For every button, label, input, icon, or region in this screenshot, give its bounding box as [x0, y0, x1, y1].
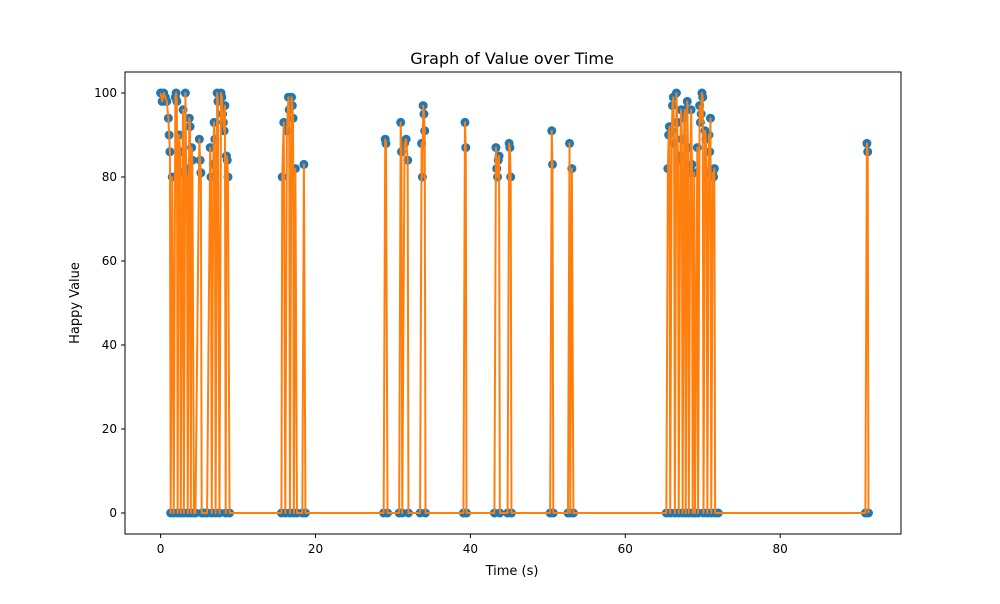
x-tick-label: 20	[308, 542, 323, 556]
x-tick-label: 60	[618, 542, 633, 556]
x-axis: 0 20 40 60 80	[157, 534, 788, 556]
y-tick-label: 60	[102, 254, 117, 268]
y-tick-label: 40	[102, 338, 117, 352]
x-axis-label: Time (s)	[485, 564, 539, 579]
x-tick-label: 0	[157, 542, 165, 556]
series-line	[159, 92, 870, 514]
x-tick-label: 80	[773, 542, 788, 556]
y-tick-label: 0	[109, 506, 117, 520]
y-tick-label: 20	[102, 422, 117, 436]
y-axis: 0 20 40 60 80 100	[94, 86, 125, 520]
y-tick-label: 100	[94, 86, 117, 100]
y-tick-label: 80	[102, 170, 117, 184]
chart-title: Graph of Value over Time	[410, 49, 614, 68]
y-axis-label: Happy Value	[68, 262, 83, 344]
series-points	[156, 88, 873, 518]
series-layer	[156, 88, 873, 518]
plot-area	[124, 71, 902, 535]
plot-frame	[124, 71, 902, 535]
x-tick-label: 40	[463, 542, 478, 556]
